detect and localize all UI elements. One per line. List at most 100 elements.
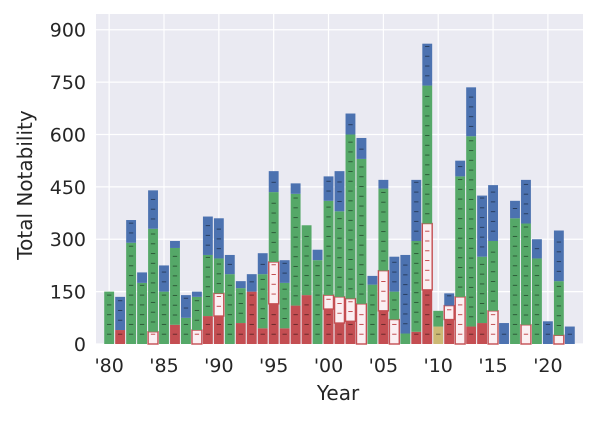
bar-segment-white bbox=[388, 318, 400, 345]
bar-segment-green bbox=[268, 192, 279, 262]
bar-segment-green bbox=[466, 136, 477, 327]
y-tick-label: 300 bbox=[50, 229, 86, 251]
bar-segment-green bbox=[378, 188, 389, 271]
bar-stack bbox=[433, 310, 444, 344]
x-tick-label: '80 bbox=[94, 355, 123, 377]
x-tick-label: '05 bbox=[369, 355, 398, 377]
bar-segment-red bbox=[290, 305, 301, 344]
x-tick-label: '85 bbox=[149, 355, 178, 377]
bar-segment-green bbox=[104, 291, 115, 344]
bar-segment-blue bbox=[213, 218, 224, 259]
bar-segment-red bbox=[444, 319, 455, 344]
bar-segment-green bbox=[279, 282, 290, 329]
bar-segment-blue bbox=[466, 87, 477, 137]
bar-segment-blue bbox=[148, 190, 158, 229]
bar-segment-blue bbox=[444, 293, 455, 306]
bar-segment-red bbox=[422, 289, 433, 344]
bar-segment-blue bbox=[323, 176, 334, 201]
bar-segment-red bbox=[115, 330, 126, 344]
bar-segment-red bbox=[213, 316, 224, 344]
bar-segment-blue bbox=[521, 179, 531, 224]
bar-stack bbox=[443, 293, 455, 344]
bar-stack bbox=[257, 253, 268, 344]
bar-stack bbox=[411, 179, 422, 344]
bar-segment-green bbox=[455, 176, 466, 297]
y-axis-label: Total Notability bbox=[13, 110, 37, 261]
bar-segment-blue bbox=[367, 275, 378, 285]
bar-stack bbox=[268, 171, 280, 344]
y-tick-label: 900 bbox=[50, 20, 86, 42]
bar-segment-red bbox=[477, 323, 488, 344]
y-tick-label: 0 bbox=[74, 334, 86, 356]
bar-stack bbox=[487, 185, 499, 345]
bar-segment-blue bbox=[542, 321, 553, 344]
bar-segment-green bbox=[433, 310, 444, 327]
bar-segment-green bbox=[510, 218, 520, 344]
bar-segment-red bbox=[411, 331, 422, 344]
bar-segment-blue bbox=[224, 254, 235, 275]
bar-stack bbox=[367, 275, 378, 344]
bar-segment-green bbox=[477, 256, 488, 324]
x-tick-label: '95 bbox=[259, 355, 288, 377]
bar-segment-blue bbox=[115, 296, 126, 331]
bar-segment-blue bbox=[477, 195, 488, 257]
bar-stack bbox=[301, 225, 312, 344]
bar-segment-green bbox=[334, 211, 345, 297]
bar-stack bbox=[235, 281, 246, 344]
bar-stack bbox=[454, 160, 466, 345]
bar-stack bbox=[137, 272, 148, 344]
bar-segment-blue bbox=[389, 256, 400, 292]
bar-segment-blue bbox=[235, 281, 246, 289]
bar-segment-gold bbox=[433, 326, 444, 344]
bar-segment-red bbox=[301, 295, 312, 344]
bar-segment-blue bbox=[334, 171, 345, 212]
bar-segment-red bbox=[323, 309, 334, 344]
bar-stack bbox=[377, 179, 390, 344]
bar-segment-blue bbox=[202, 216, 213, 255]
bar-stack bbox=[104, 291, 115, 344]
bar-segment-white bbox=[268, 261, 280, 305]
x-tick-label: '10 bbox=[424, 355, 453, 377]
bar-stack bbox=[312, 249, 323, 344]
bar-segment-green bbox=[411, 240, 422, 332]
bar-segment-green bbox=[521, 223, 531, 325]
bar-stack bbox=[170, 240, 180, 344]
bar-segment-blue bbox=[356, 137, 367, 159]
bar-segment-red bbox=[345, 321, 356, 344]
bar-stack bbox=[466, 87, 477, 344]
bar-stack bbox=[400, 254, 411, 344]
bar-segment-blue bbox=[257, 253, 268, 275]
bar-stack bbox=[553, 230, 565, 345]
y-tick-label: 150 bbox=[50, 282, 86, 304]
bar-segment-blue bbox=[422, 43, 433, 86]
bar-segment-green bbox=[224, 274, 235, 344]
bar-stack bbox=[213, 218, 225, 344]
bar-stack bbox=[421, 43, 433, 344]
bar-segment-green bbox=[389, 291, 400, 320]
bar-stack bbox=[542, 321, 553, 344]
bar-segment-red bbox=[334, 323, 345, 344]
bar-segment-blue bbox=[455, 160, 466, 177]
bar-segment-green bbox=[213, 258, 224, 294]
bar-stack bbox=[279, 260, 290, 344]
x-axis-ticks: '80 '85 '90 '95 '00 '05 '10 '15 '20 bbox=[94, 355, 562, 377]
bar-segment-red bbox=[257, 328, 268, 344]
bar-stack bbox=[115, 296, 126, 344]
bar-segment-red bbox=[268, 303, 279, 344]
bar-segment-white bbox=[553, 334, 565, 345]
bar-stack bbox=[191, 291, 203, 345]
bar-stack bbox=[344, 113, 357, 344]
bar-segment-green bbox=[356, 158, 367, 304]
bar-segment-red bbox=[235, 323, 246, 344]
bar-segment-white bbox=[377, 269, 390, 312]
bar-segment-blue bbox=[170, 240, 180, 248]
bar-segment-blue bbox=[510, 200, 520, 219]
bar-segment-green bbox=[553, 281, 564, 336]
bar-segment-red bbox=[170, 324, 180, 344]
bar-segment-blue bbox=[531, 239, 542, 259]
bar-segment-green bbox=[531, 258, 542, 344]
bar-segment-red bbox=[246, 291, 257, 344]
bar-segment-green bbox=[488, 240, 498, 311]
